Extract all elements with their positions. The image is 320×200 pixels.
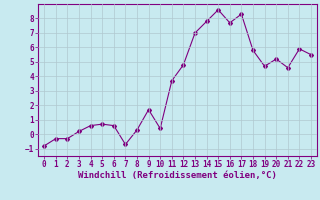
X-axis label: Windchill (Refroidissement éolien,°C): Windchill (Refroidissement éolien,°C) — [78, 171, 277, 180]
